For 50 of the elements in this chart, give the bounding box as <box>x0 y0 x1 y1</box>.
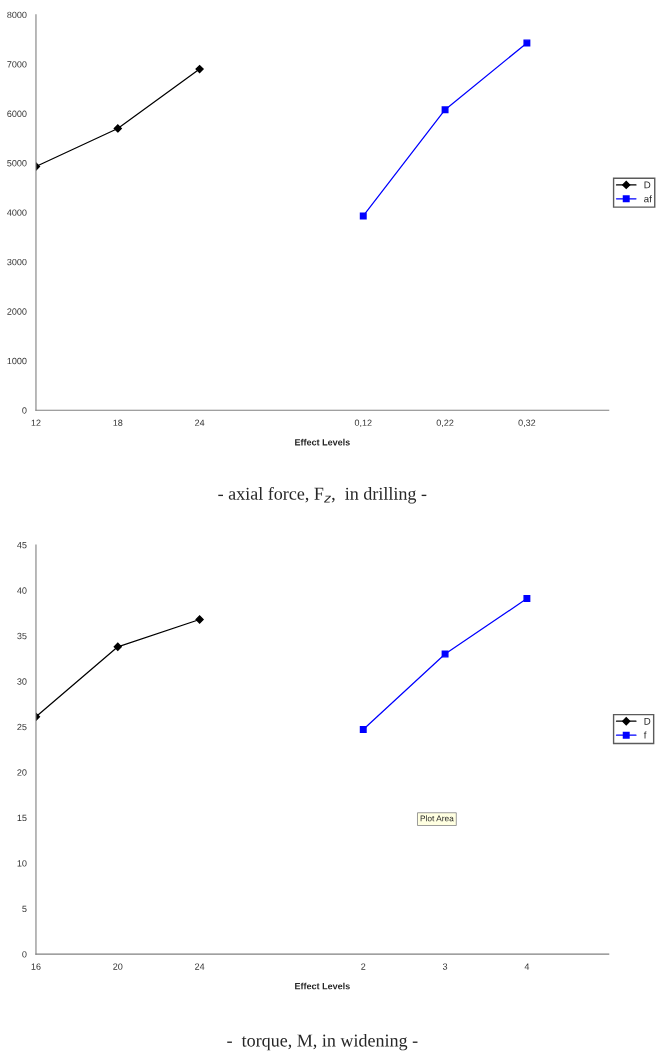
point <box>195 615 204 624</box>
legend-label: D <box>644 717 651 725</box>
x-axis-title: Effect Levels <box>295 982 350 990</box>
x-axis-title: Effect Levels <box>295 438 350 446</box>
x-tick-label: 12 <box>31 419 41 426</box>
y-tick-label: 30 <box>17 678 27 685</box>
legend-label: f <box>643 731 647 739</box>
y-tick-label: 35 <box>17 632 27 640</box>
x-tick-label: 2 <box>361 963 366 970</box>
y-tick-label: 0 <box>22 407 27 414</box>
y-tick-label: 5 <box>22 905 27 913</box>
y-tick-label: 0 <box>22 951 27 958</box>
legend-label: af <box>644 195 652 203</box>
point <box>441 106 449 114</box>
x-tick-label: 0,12 <box>354 419 372 428</box>
y-tick-label: 40 <box>17 587 27 594</box>
y-tick-label: 6000 <box>7 110 27 117</box>
point <box>523 39 531 47</box>
x-tick-label: 20 <box>113 963 123 970</box>
y-tick-label: 4000 <box>7 209 27 216</box>
y-tick-label: 1000 <box>7 357 27 365</box>
text: - torque, M, in widening - <box>227 1033 418 1051</box>
point <box>113 124 122 133</box>
y-tick-label: 5000 <box>7 160 27 167</box>
y-tick-label: 2000 <box>7 308 27 315</box>
y-tick-label: 7000 <box>7 61 27 68</box>
y-tick-label: 3000 <box>7 258 27 266</box>
point <box>359 726 367 734</box>
x-tick-label: 3 <box>442 963 448 970</box>
y-tick-label: 10 <box>17 860 27 867</box>
point <box>113 642 122 651</box>
x-tick-label: 0,22 <box>436 419 454 428</box>
point <box>523 595 531 603</box>
y-tick-label: 25 <box>17 723 27 731</box>
point <box>359 212 367 220</box>
y-tick-label: 45 <box>17 542 27 549</box>
x-tick-label: 24 <box>195 963 205 970</box>
annotation: Plot Area <box>420 815 454 822</box>
text: - axial force, F$_{z}$, in drilling - <box>218 486 427 504</box>
x-tick-label: 24 <box>195 419 205 426</box>
y-tick-label: 20 <box>17 769 27 776</box>
point <box>195 64 204 74</box>
y-tick-label: 15 <box>17 814 27 822</box>
point <box>441 650 449 658</box>
x-tick-label: 18 <box>113 419 123 426</box>
y-tick-label: 8000 <box>7 11 27 19</box>
x-tick-label: 4 <box>524 963 530 970</box>
legend-label: D <box>644 181 651 189</box>
x-tick-label: 0,32 <box>518 419 536 428</box>
x-tick-label: 16 <box>31 963 41 970</box>
